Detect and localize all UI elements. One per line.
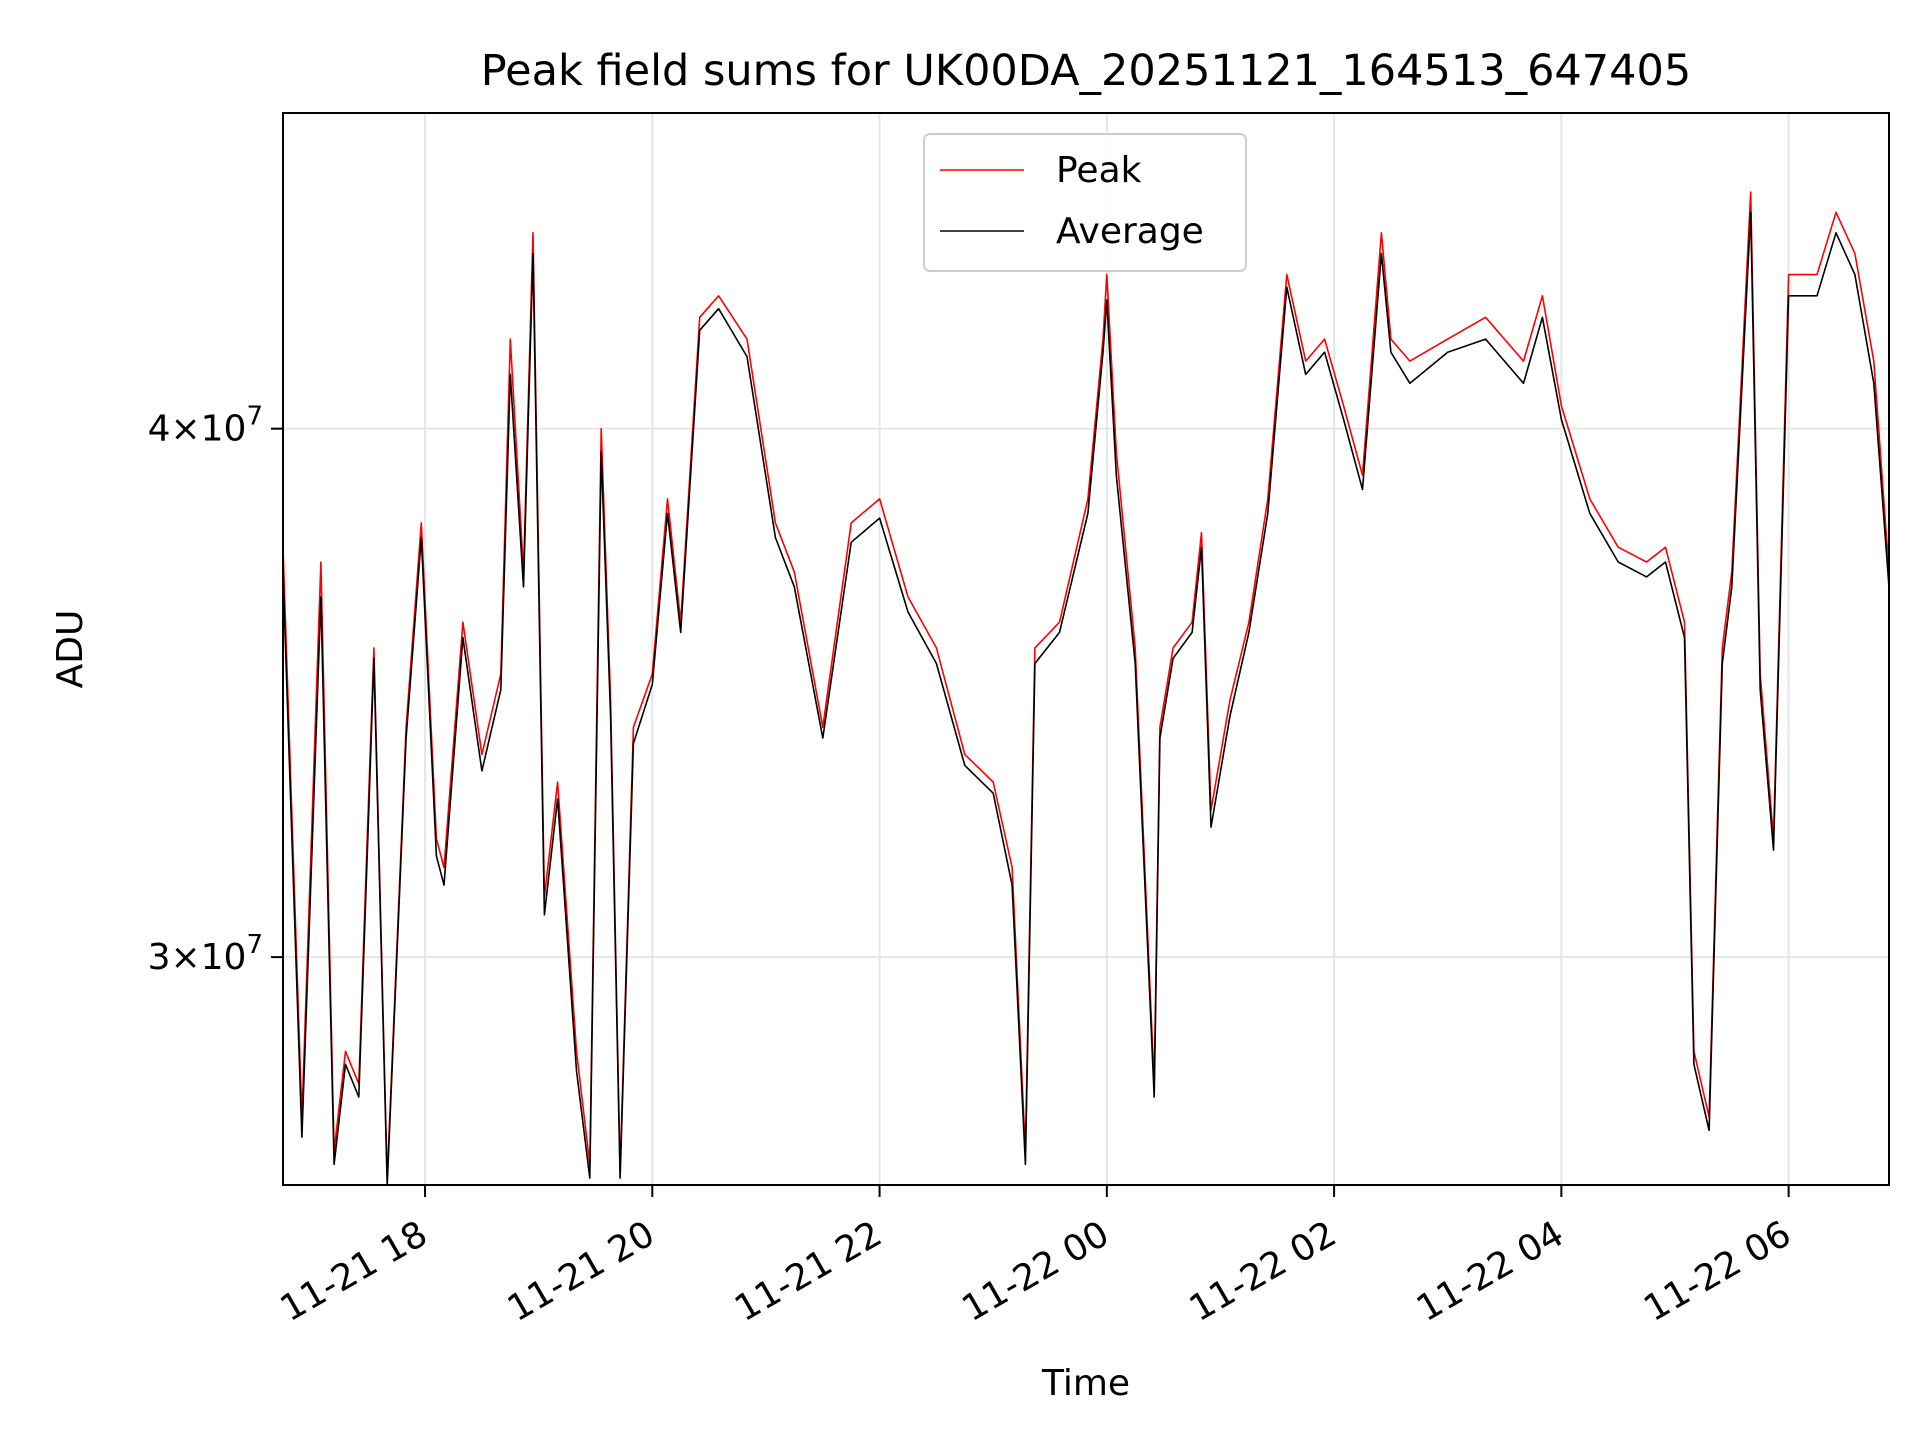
legend-box xyxy=(923,133,1247,272)
series-line-average xyxy=(282,211,1890,1186)
legend: Peak Average xyxy=(923,133,1247,272)
y-axis-ticks: 3×107 4×107 xyxy=(148,402,283,978)
y-axis-label: ADU xyxy=(50,610,91,689)
series-layer xyxy=(282,191,1890,1186)
gridlines xyxy=(283,113,1889,1185)
legend-peak-label: Peak xyxy=(1056,150,1142,191)
y-tick-label: 3×107 xyxy=(148,930,263,978)
x-axis-label: Time xyxy=(1041,1363,1130,1404)
plot-frame xyxy=(282,112,1890,1186)
legend-average-label: Average xyxy=(1056,211,1204,252)
y-tick-label: 4×107 xyxy=(148,402,263,450)
chart-title: Peak field sums for UK00DA_20251121_1645… xyxy=(481,46,1691,96)
